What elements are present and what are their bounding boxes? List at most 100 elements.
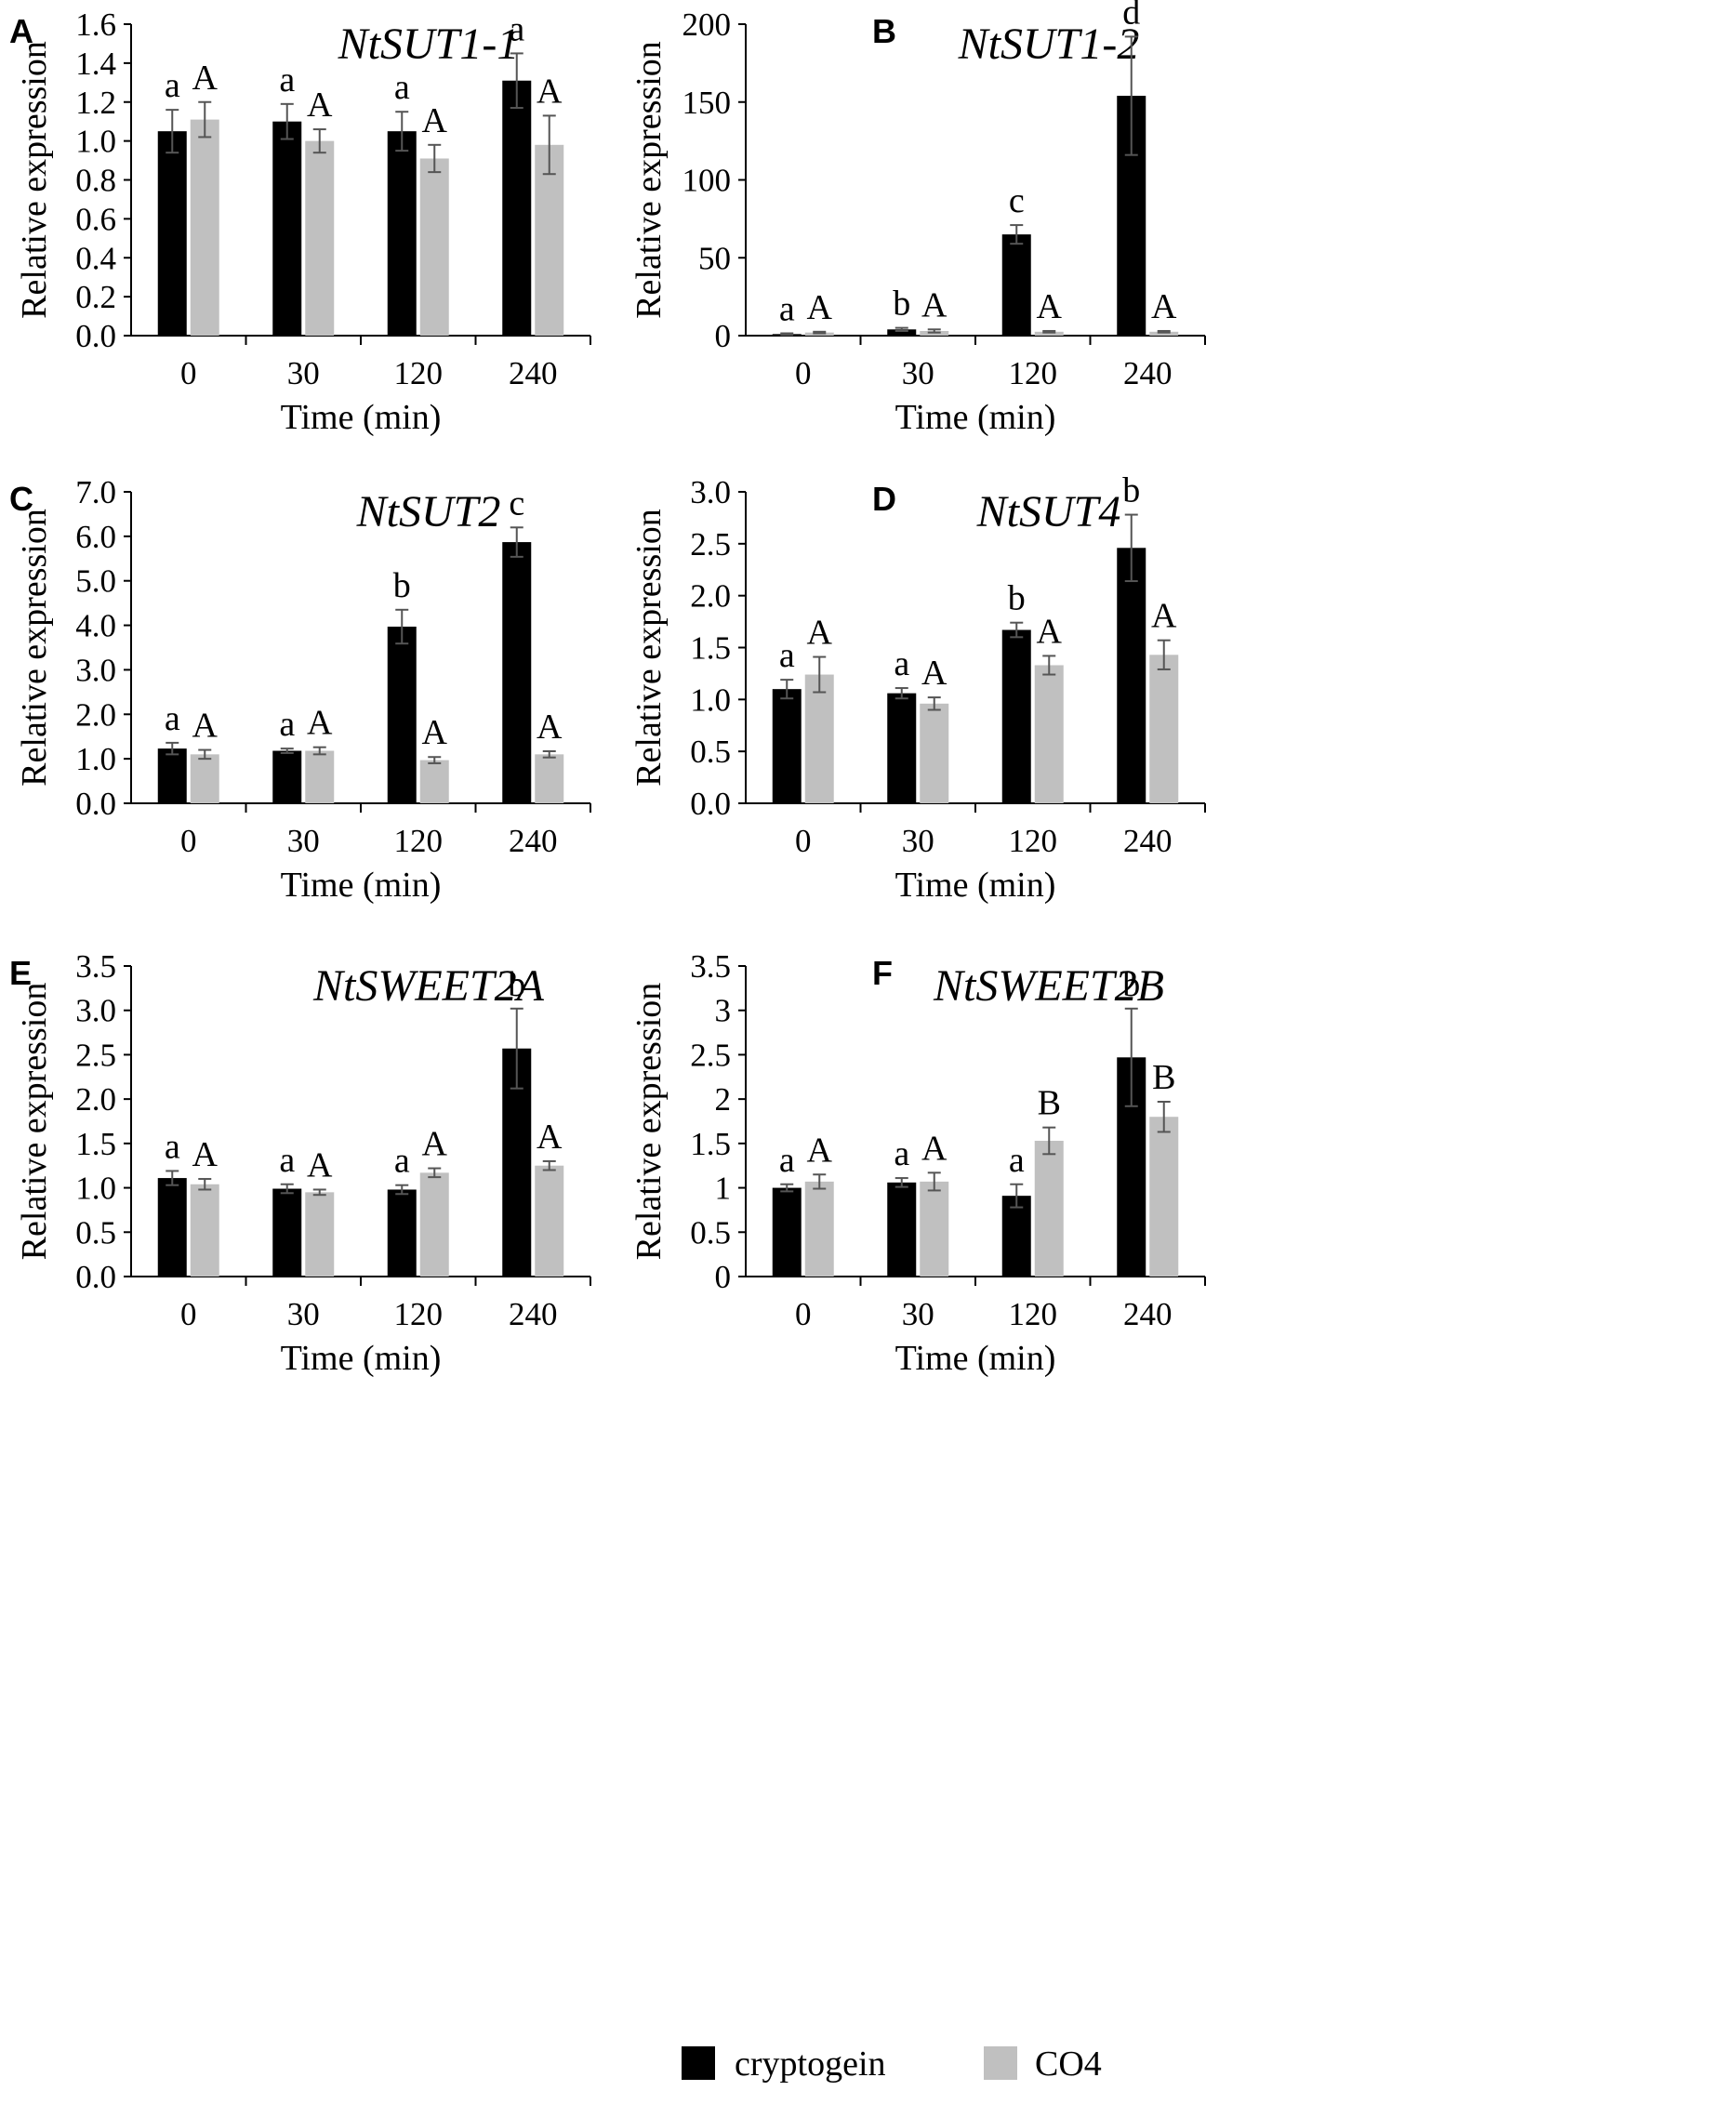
significance-label: b — [393, 566, 411, 605]
bar-cryptogein — [887, 693, 917, 803]
y-tick-label: 1.0 — [75, 124, 116, 160]
x-tick-label: 30 — [287, 823, 320, 859]
significance-label: a — [779, 636, 795, 675]
bar-cryptogein — [157, 748, 187, 803]
y-tick-label: 0.4 — [75, 240, 116, 276]
bar-cryptogein — [772, 1187, 802, 1277]
x-tick-label: 30 — [287, 1296, 320, 1332]
panel-a: A NtSUT1-10.00.20.40.60.81.01.21.41.60 30 1… — [9, 7, 591, 437]
x-axis-label: Time (min) — [281, 1339, 442, 1378]
x-tick-label: 120 — [394, 355, 444, 391]
panel-title: NtSUT1-2 — [958, 20, 1140, 69]
significance-label: a — [894, 644, 909, 683]
panel-letter: D — [872, 480, 896, 518]
bar-co4 — [535, 144, 564, 336]
significance-label: b — [1122, 965, 1140, 1004]
y-axis-label: Relative expression — [629, 983, 669, 1261]
bar-co4 — [1034, 665, 1064, 803]
y-tick-label: 0.0 — [75, 318, 116, 354]
panel-b: B NtSUT1-2 0 50 100 150 200 0 30 120 240 Time (min)… — [629, 0, 1206, 437]
x-tick-label: 120 — [394, 823, 444, 859]
legend-swatch-cryptogein — [682, 2046, 715, 2080]
significance-label: a — [165, 66, 180, 105]
bar-cryptogein — [272, 750, 302, 803]
significance-label: A — [1151, 287, 1177, 326]
y-tick-label: 50 — [698, 240, 731, 276]
x-tick-label: 120 — [394, 1296, 444, 1332]
y-tick-label: 0.8 — [75, 163, 116, 199]
legend-label-co4: CO4 — [1035, 2044, 1102, 2084]
significance-label: a — [394, 1142, 410, 1181]
bar-cryptogein — [772, 689, 802, 803]
panel-letter: B — [872, 12, 896, 50]
y-axis-label: Relative expression — [15, 983, 54, 1261]
bar-cryptogein — [272, 1188, 302, 1277]
y-tick-label: 150 — [682, 85, 732, 121]
bar-co4 — [190, 119, 219, 336]
panel-f: F NtSWEET2B 0 0.5 1 1.5 2 2.5 3 3.5 0 30 120 240 Time … — [629, 948, 1206, 1378]
x-tick-label: 240 — [1123, 823, 1173, 859]
y-tick-label: 3.0 — [690, 474, 731, 510]
significance-label: A — [192, 59, 219, 98]
bar-cryptogein — [502, 80, 532, 336]
bar-co4 — [190, 754, 219, 803]
x-tick-label: 240 — [509, 823, 558, 859]
y-tick-label: 1.4 — [75, 46, 116, 82]
y-tick-label: 3 — [715, 993, 732, 1029]
y-tick-label: 3.5 — [690, 948, 731, 985]
x-tick-label: 30 — [902, 355, 934, 391]
x-tick-label: 0 — [795, 355, 812, 391]
bar-co4 — [804, 674, 834, 803]
significance-label: a — [779, 289, 795, 328]
significance-label: d — [1122, 0, 1140, 32]
bar-cryptogein — [387, 131, 417, 336]
panel-letter: E — [9, 954, 32, 992]
bar-co4 — [535, 754, 564, 803]
y-tick-label: 2.0 — [75, 1081, 116, 1118]
significance-label: A — [537, 708, 563, 747]
significance-label: A — [807, 288, 833, 327]
x-tick-label: 240 — [509, 1296, 558, 1332]
bar-cryptogein — [157, 1178, 187, 1277]
significance-label: A — [537, 72, 563, 111]
bar-cryptogein — [272, 121, 302, 336]
bar-cryptogein — [157, 131, 187, 336]
y-tick-label: 1.0 — [75, 741, 116, 777]
bar-cryptogein — [1117, 548, 1146, 803]
x-axis-label: Time (min) — [281, 866, 442, 905]
significance-label: A — [307, 704, 333, 743]
x-tick-label: 0 — [180, 355, 197, 391]
significance-label: b — [893, 285, 910, 324]
significance-label: A — [192, 707, 219, 746]
y-tick-label: 0 — [715, 318, 732, 354]
significance-label: b — [508, 965, 525, 1004]
y-tick-label: 0.6 — [75, 201, 116, 237]
y-tick-label: 0.0 — [690, 786, 731, 822]
y-tick-label: 1.0 — [690, 681, 731, 718]
bar-co4 — [1034, 331, 1064, 336]
significance-label: B — [1152, 1058, 1175, 1097]
significance-label: a — [1009, 1141, 1025, 1180]
legend: cryptogein CO4 — [682, 2044, 1102, 2084]
x-axis-label: Time (min) — [895, 1339, 1056, 1378]
y-tick-label: 1.5 — [75, 1126, 116, 1162]
y-axis-label: Relative expression — [15, 509, 54, 787]
y-tick-label: 6.0 — [75, 519, 116, 555]
bar-cryptogein — [1001, 629, 1031, 803]
y-tick-label: 1.5 — [690, 630, 731, 667]
panel-d: D NtSUT4 0.0 0.5 1.0 1.5 2.0 2.5 3.0 0 30 120 240 Tim… — [629, 471, 1206, 905]
x-axis-label: Time (min) — [895, 866, 1056, 905]
significance-label: c — [1009, 181, 1025, 220]
significance-label: a — [509, 9, 524, 48]
significance-label: B — [1038, 1084, 1061, 1123]
bar-cryptogein — [387, 627, 417, 803]
bar-co4 — [804, 1181, 834, 1277]
x-tick-label: 240 — [509, 355, 558, 391]
bar-co4 — [535, 1165, 564, 1277]
legend-swatch-co4 — [984, 2046, 1017, 2080]
x-tick-label: 120 — [1009, 1296, 1058, 1332]
panel-letter: F — [872, 954, 893, 992]
significance-label: A — [807, 1131, 833, 1170]
x-tick-label: 240 — [1123, 355, 1173, 391]
